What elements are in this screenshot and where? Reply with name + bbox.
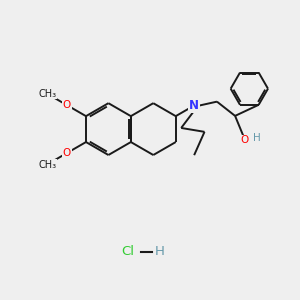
Text: CH₃: CH₃ bbox=[39, 160, 57, 170]
Text: H: H bbox=[154, 245, 164, 258]
Text: O: O bbox=[63, 148, 71, 158]
Text: CH₃: CH₃ bbox=[39, 88, 57, 99]
Text: O: O bbox=[240, 135, 248, 145]
Text: H: H bbox=[253, 134, 260, 143]
Text: O: O bbox=[63, 100, 71, 110]
Text: N: N bbox=[189, 99, 199, 112]
Text: Cl: Cl bbox=[122, 245, 134, 258]
